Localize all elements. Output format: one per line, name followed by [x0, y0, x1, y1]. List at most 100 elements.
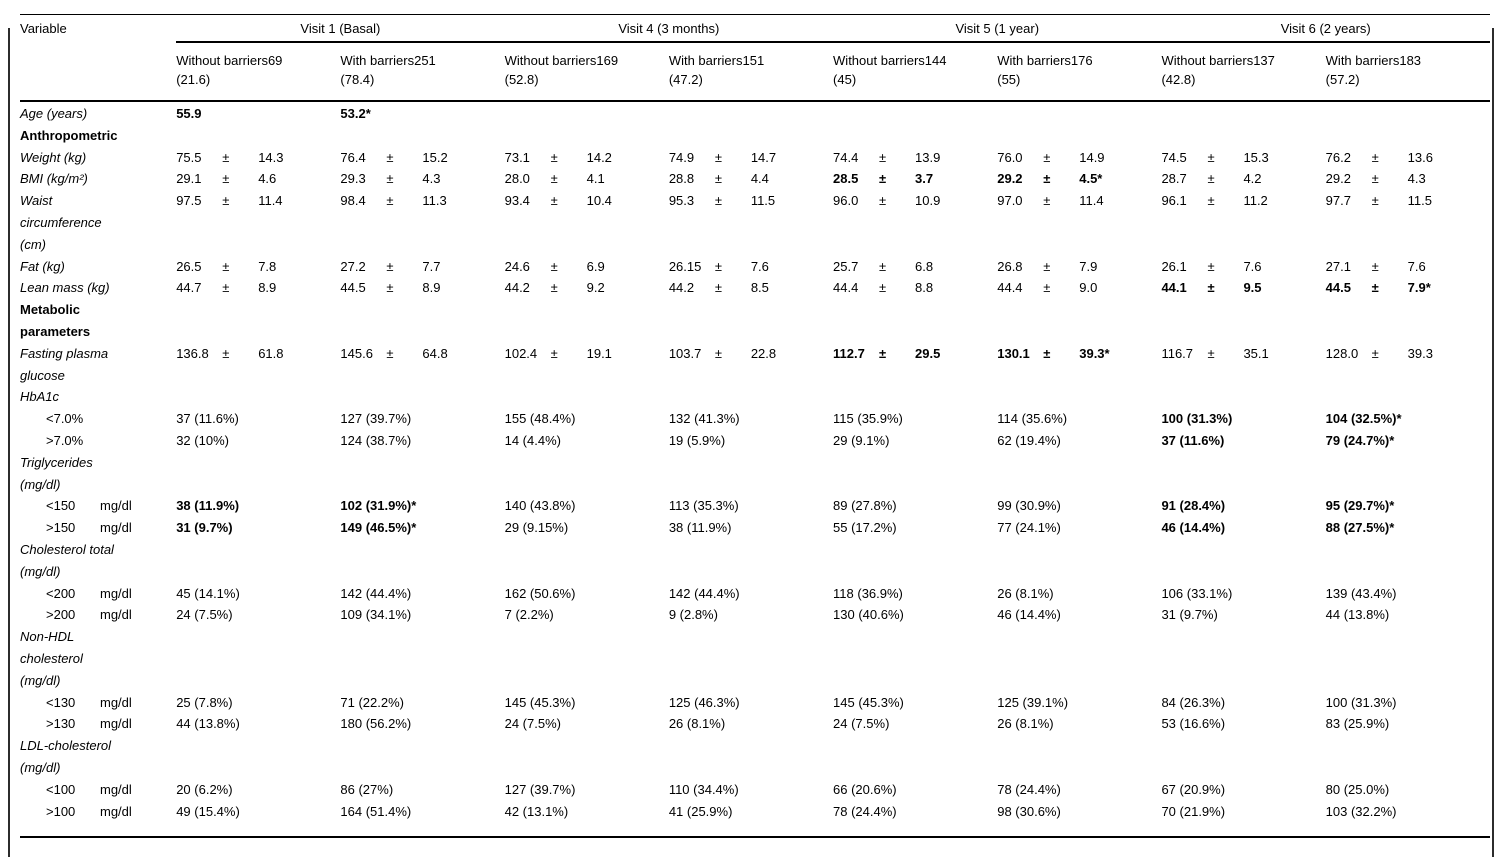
table-body: Age (years) 55.9 53.2* Anthropometric Weight… — [20, 101, 1490, 837]
group-name: With barriers251 — [340, 53, 436, 68]
count-percent-value: 142 (44.4%) — [668, 585, 740, 601]
table-row: Metabolic parameters — [20, 299, 1490, 343]
plus-minus-sign: ± — [1207, 280, 1215, 296]
data-cell — [833, 539, 997, 583]
data-cell: 106 (33.1%) — [1161, 583, 1325, 605]
sd-value: 10.4 — [586, 193, 612, 209]
mean-value: 29.1 — [176, 171, 202, 187]
data-cell: 55.9 — [176, 101, 340, 125]
count-percent-value: 180 (56.2%) — [340, 716, 412, 732]
mean-value: 29.2 — [1325, 171, 1351, 187]
data-cell: 31 (9.7%) — [176, 517, 340, 539]
sd-value: 8.9 — [422, 280, 441, 296]
mean-value: 97.7 — [1325, 193, 1351, 209]
data-cell: 38 (11.9%) — [669, 517, 833, 539]
visit-header-row: Variable Visit 1 (Basal) Visit 4 (3 month… — [20, 14, 1490, 102]
group-header: Without barriers137 (42.8) — [1161, 42, 1326, 102]
data-cell: 115 (35.9%) — [833, 408, 997, 430]
data-cell — [505, 386, 669, 408]
count-percent-value: 55 (17.2%) — [833, 520, 897, 536]
figure-right-border — [1492, 28, 1494, 857]
data-cell — [505, 452, 669, 496]
mean-value: 74.4 — [833, 149, 859, 165]
group-header: With barriers183 (57.2) — [1325, 42, 1490, 102]
group-percent: (45) — [833, 72, 857, 87]
data-cell: 26.1 ±7.6 — [1161, 256, 1325, 278]
table-row: <100 mg/dl 20 (6.2%) 86 (27%) 127 (39.7%) 110… — [20, 779, 1490, 801]
sd-value: 10.9 — [915, 193, 941, 209]
data-cell: 155 (48.4%) — [505, 408, 669, 430]
row-label-text: Waist circumference (cm) — [20, 193, 102, 252]
plus-minus-sign: ± — [714, 149, 722, 165]
mean-value: 28.8 — [668, 171, 695, 187]
data-cell: 114 (35.6%) — [997, 408, 1161, 430]
data-cell: 142 (44.4%) — [340, 583, 504, 605]
plus-minus-sign: ± — [1371, 280, 1379, 296]
data-cell: 145 (45.3%) — [505, 692, 669, 714]
mean-value: 76.0 — [997, 149, 1023, 165]
count-percent-value: 110 (34.4%) — [668, 781, 739, 797]
count-percent-value: 70 (21.9%) — [1161, 803, 1226, 819]
data-cell — [1326, 452, 1490, 496]
data-cell: 96.0 ±10.9 — [833, 190, 997, 255]
table-row: Cholesterol total (mg/dl) — [20, 539, 1490, 583]
count-percent-value: 14 (4.4%) — [504, 432, 561, 448]
row-label-text: Fasting plasma glucose — [20, 345, 109, 383]
count-percent-value: 132 (41.3%) — [668, 411, 740, 427]
data-cell: 104 (32.5%)* — [1326, 408, 1490, 430]
data-cell: 145 (45.3%) — [833, 692, 997, 714]
row-label: <200 mg/dl — [20, 583, 176, 605]
data-cell — [340, 626, 504, 691]
data-cell — [669, 452, 833, 496]
data-cell: 76.0 ±14.9 — [997, 147, 1161, 169]
count-percent-value: 71 (22.2%) — [340, 694, 404, 710]
count-percent-value: 29 (9.1%) — [833, 432, 890, 448]
mean-value: 28.0 — [504, 171, 530, 187]
count-percent-value: 118 (36.9%) — [833, 585, 903, 601]
data-cell: 44.1 ±9.5 — [1161, 277, 1325, 299]
data-cell: 28.5 ±3.7 — [833, 168, 997, 190]
sd-value: 11.2 — [1243, 193, 1268, 209]
sd-value: 4.4 — [750, 171, 769, 187]
mean-value: 29.2 — [997, 171, 1023, 187]
group-percent: (55) — [997, 72, 1021, 87]
data-cell — [176, 299, 340, 343]
data-cell: 98 (30.6%) — [997, 801, 1161, 838]
count-percent-value: 26 (8.1%) — [997, 716, 1054, 732]
group-name: Without barriers144 — [833, 53, 947, 68]
count-percent-value: 32 (10%) — [176, 432, 229, 448]
row-label-text: LDL-cholesterol (mg/dl) — [20, 738, 112, 775]
data-cell — [997, 452, 1161, 496]
data-cell: 132 (41.3%) — [669, 408, 833, 430]
count-percent-value: 89 (27.8%) — [833, 498, 897, 514]
group-name: With barriers176 — [997, 53, 1093, 68]
row-label: Anthropometric — [20, 125, 176, 147]
data-cell — [833, 626, 997, 691]
data-cell: 88 (27.5%)* — [1326, 517, 1490, 539]
count-percent-value: 149 (46.5%)* — [340, 520, 417, 536]
data-cell: 80 (25.0%) — [1326, 779, 1490, 801]
sd-value: 11.4 — [1079, 193, 1104, 209]
data-cell: 26 (8.1%) — [997, 583, 1161, 605]
count-percent-value: 106 (33.1%) — [1161, 585, 1233, 601]
data-cell — [833, 452, 997, 496]
count-percent-value: 78 (24.4%) — [833, 803, 897, 819]
row-label: Age (years) — [20, 101, 176, 125]
row-label-text: Weight (kg) — [20, 149, 87, 165]
data-cell: 32 (10%) — [176, 430, 340, 452]
row-label: LDL-cholesterol (mg/dl) — [20, 735, 176, 779]
plus-minus-sign: ± — [714, 345, 722, 361]
group-percent: (47.2) — [668, 72, 703, 87]
count-percent-value: 100 (31.3%) — [1161, 411, 1233, 427]
visit-header-1: Visit 1 (Basal) — [176, 14, 505, 43]
mean-value: 44.7 — [176, 280, 202, 296]
count-percent-value: 44 (13.8%) — [176, 716, 240, 732]
row-label: BMI (kg/m²) — [20, 168, 176, 190]
count-percent-value: 125 (46.3%) — [668, 694, 740, 710]
plus-minus-sign: ± — [222, 149, 230, 165]
count-percent-value: 37 (11.6%) — [176, 411, 239, 427]
data-cell — [176, 125, 340, 147]
plus-minus-sign: ± — [1043, 193, 1051, 209]
data-cell — [669, 626, 833, 691]
data-cell: 24.6 ±6.9 — [505, 256, 669, 278]
